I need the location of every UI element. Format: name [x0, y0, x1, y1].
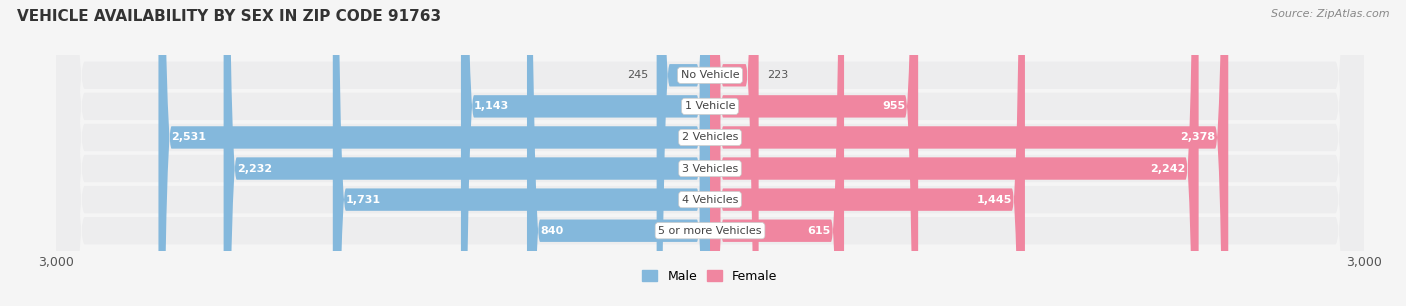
FancyBboxPatch shape — [224, 0, 710, 306]
FancyBboxPatch shape — [56, 0, 1364, 306]
Text: 840: 840 — [540, 226, 564, 236]
Text: 615: 615 — [807, 226, 831, 236]
FancyBboxPatch shape — [710, 0, 1025, 306]
Text: 1 Vehicle: 1 Vehicle — [685, 101, 735, 111]
Text: 223: 223 — [768, 70, 789, 80]
Text: 1,445: 1,445 — [977, 195, 1012, 205]
Text: 1,731: 1,731 — [346, 195, 381, 205]
FancyBboxPatch shape — [461, 0, 710, 306]
Text: 4 Vehicles: 4 Vehicles — [682, 195, 738, 205]
FancyBboxPatch shape — [710, 0, 918, 306]
Text: VEHICLE AVAILABILITY BY SEX IN ZIP CODE 91763: VEHICLE AVAILABILITY BY SEX IN ZIP CODE … — [17, 9, 441, 24]
Text: 2,232: 2,232 — [236, 163, 271, 174]
Text: 2 Vehicles: 2 Vehicles — [682, 132, 738, 143]
FancyBboxPatch shape — [56, 0, 1364, 306]
Text: 5 or more Vehicles: 5 or more Vehicles — [658, 226, 762, 236]
FancyBboxPatch shape — [710, 0, 844, 306]
FancyBboxPatch shape — [56, 0, 1364, 306]
FancyBboxPatch shape — [710, 0, 1199, 306]
Text: Source: ZipAtlas.com: Source: ZipAtlas.com — [1271, 9, 1389, 19]
Text: No Vehicle: No Vehicle — [681, 70, 740, 80]
FancyBboxPatch shape — [159, 0, 710, 306]
Text: 3 Vehicles: 3 Vehicles — [682, 163, 738, 174]
FancyBboxPatch shape — [56, 0, 1364, 306]
Text: 1,143: 1,143 — [474, 101, 509, 111]
FancyBboxPatch shape — [657, 0, 710, 306]
Text: 245: 245 — [627, 70, 648, 80]
Text: 2,242: 2,242 — [1150, 163, 1185, 174]
FancyBboxPatch shape — [56, 0, 1364, 306]
FancyBboxPatch shape — [56, 0, 1364, 306]
Text: 955: 955 — [882, 101, 905, 111]
Legend: Male, Female: Male, Female — [637, 265, 783, 288]
Text: 2,531: 2,531 — [172, 132, 207, 143]
FancyBboxPatch shape — [710, 0, 1229, 306]
FancyBboxPatch shape — [710, 0, 759, 306]
FancyBboxPatch shape — [527, 0, 710, 306]
FancyBboxPatch shape — [333, 0, 710, 306]
Text: 2,378: 2,378 — [1180, 132, 1215, 143]
